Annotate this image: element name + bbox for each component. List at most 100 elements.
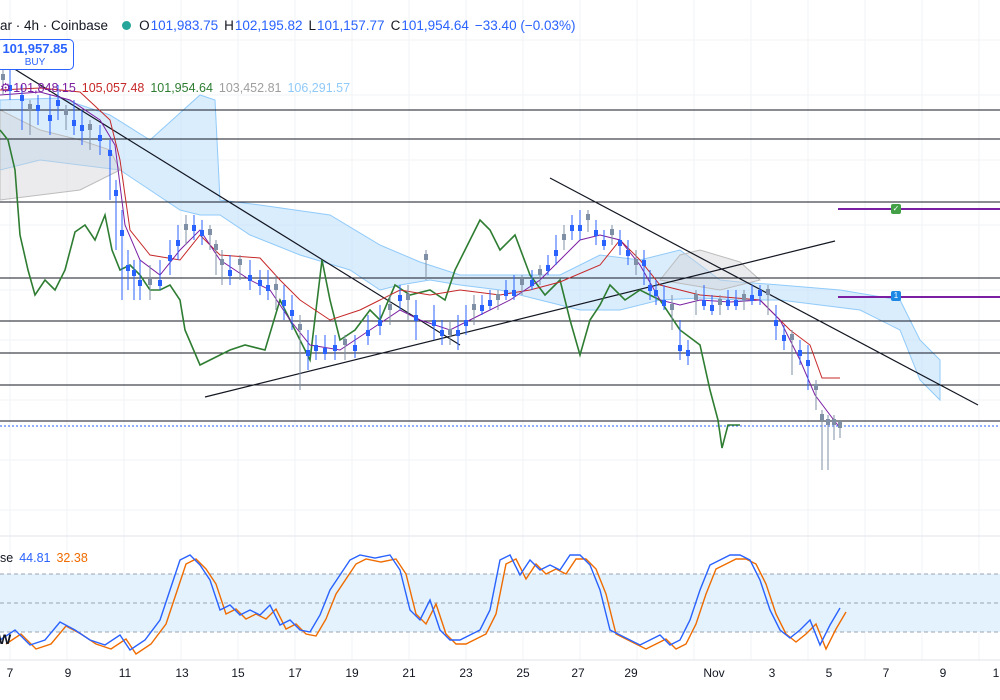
candle-body [274,284,278,290]
candle-body [168,255,172,261]
candle-body [353,345,357,351]
candle-body [406,294,410,300]
candle-body [184,224,188,230]
candle-body [333,345,337,351]
candle-body [546,265,550,271]
candle-body [192,225,196,231]
x-tick: 27 [571,666,585,680]
candle-body [820,414,824,420]
stoch-rsi-label: se [0,551,14,565]
trendline [204,240,836,398]
candle-body [388,304,392,310]
candle-body [648,285,652,291]
candle-body [782,335,786,341]
candle-body [266,285,270,291]
symbol-header: ar · 4h · Coinbase O 101,983.75 H 102,195.… [0,14,581,36]
candle-body [554,250,558,256]
candle-body [726,300,730,306]
x-tick: 19 [345,666,359,680]
candle-body [758,290,762,296]
ichimoku-settings-icon[interactable]: ⚙ [0,81,12,95]
candle-body [306,350,310,356]
candle-body [176,240,180,246]
candle-body [702,300,706,306]
checkmark-icon[interactable]: ✓ [891,204,901,214]
buy-label: BUY [24,57,46,68]
candle-body [126,265,130,271]
candle-body [586,214,590,220]
candle-body [766,289,770,295]
candle-body [108,150,112,156]
candle-body [734,300,738,306]
ichimoku-cloud [0,94,941,402]
candle-body [496,294,500,300]
candle-body [750,295,754,301]
symbol-title[interactable]: ar · 4h · Coinbase [0,17,109,33]
candle-body [826,419,830,425]
candle-body [290,310,294,316]
candle-body [64,109,68,115]
x-tick: 13 [175,666,189,680]
candle-body [366,330,370,336]
candle-body [148,279,152,285]
candle-body [28,104,32,110]
candle-body [88,124,92,130]
candle-body [282,300,286,306]
ichimoku-lagging-value: 101,954.64 [150,81,213,95]
candle-body [480,305,484,311]
candle-body [456,330,460,336]
candle-body [398,295,402,301]
ichimoku-legend: ⚙ 101,848.15 105,057.48 101,954.64 103,452.8… [0,80,356,95]
low-value: 101,157.77 [317,17,385,33]
open-value: 101,983.75 [150,17,219,33]
buy-button[interactable]: 101,957.85 BUY [0,39,74,70]
buy-price: 101,957.85 [2,41,68,56]
candle-body [832,419,836,425]
candle-body [448,329,452,335]
candle-body [654,290,658,296]
x-tick: 7 [6,666,14,680]
x-tick: 29 [624,666,638,680]
candle-body [602,240,606,246]
candle-body [570,225,574,231]
candle-body [440,330,444,336]
candle-body [710,305,714,311]
candle-body [838,422,842,428]
x-tick: 5 [825,666,833,680]
number-badge-icon[interactable]: 1 [891,291,901,301]
ichimoku-cloud-bear [659,249,762,291]
candle-body [214,244,218,250]
low-label: L [308,17,316,33]
x-tick: 11 [118,666,132,680]
x-tick: 9 [939,666,947,680]
trendline [0,59,461,346]
x-tick: 21 [402,666,416,680]
candle-body [114,190,118,196]
candle-body [594,230,598,236]
candle-body [642,260,646,266]
candle-body [36,105,40,111]
candle-body [72,120,76,126]
ichimoku-base-value: 105,057.48 [81,81,145,95]
x-tick: 23 [459,666,473,680]
candle-body [562,234,566,240]
candle-body [520,279,524,285]
candle-body [414,315,418,321]
x-tick: 1 [992,666,1000,680]
candle-body [56,100,60,106]
candle-body [343,339,347,345]
candle-body [314,345,318,351]
stoch-k-line [0,554,841,651]
candle-body [662,300,666,306]
candle-body [258,280,262,286]
candle-body [798,350,802,356]
candle-body [1,74,5,80]
candle-body [670,304,674,310]
market-status-icon [122,20,132,30]
candle-body [208,229,212,235]
candle-body [512,290,516,296]
open-label: O [139,17,150,33]
change-value: −33.40 (−0.03%) [474,17,576,33]
candle-body [578,225,582,231]
